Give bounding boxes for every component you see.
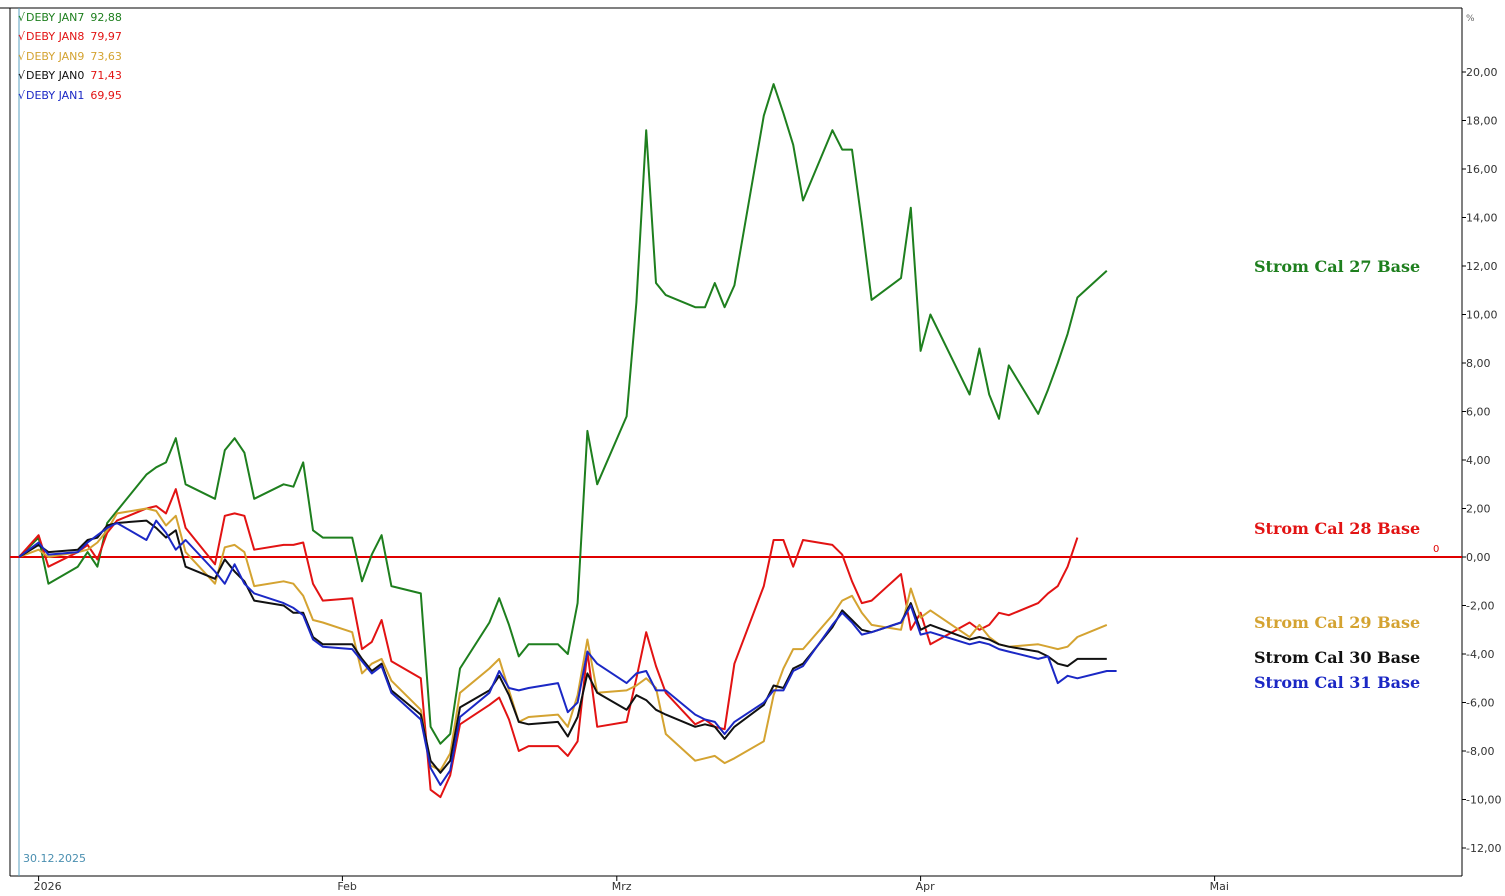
x-tick-label: Apr (916, 880, 936, 892)
series-label-cal27: Strom Cal 27 Base (1254, 257, 1421, 276)
series-line-4 (18, 519, 1117, 786)
y-tick-label: 18,00 (1466, 115, 1498, 128)
y-tick-label: 16,00 (1466, 163, 1498, 176)
y-tick-label: -8,00 (1466, 745, 1494, 758)
x-axis: 2026 Feb Mrz Apr Mai (34, 876, 1229, 893)
y-tick-label: -4,00 (1466, 648, 1494, 661)
series-label-cal31: Strom Cal 31 Base (1254, 673, 1421, 692)
y-tick-label: 4,00 (1466, 454, 1491, 467)
y-tick-label: 6,00 (1466, 406, 1491, 419)
legend-value: 92,88 (90, 11, 122, 24)
y-axis-unit: % (1466, 14, 1475, 24)
series-line-1 (18, 488, 1079, 799)
series-line-0 (18, 83, 1108, 745)
series-line-3 (18, 519, 1107, 774)
legend-item-jan7[interactable]: √DEBY JAN7 92,88 (18, 11, 122, 24)
y-tick-label: 14,00 (1466, 212, 1498, 225)
y-tick-label: 12,00 (1466, 260, 1498, 273)
series-label-cal29: Strom Cal 29 Base (1254, 613, 1421, 632)
legend-value: 79,97 (90, 30, 122, 43)
start-date-label: 30.12.2025 (23, 852, 86, 865)
legend-value: 69,95 (90, 89, 122, 102)
x-tick-label: Feb (337, 880, 356, 892)
zero-baseline-label: 0 (1433, 544, 1439, 555)
line-series-icon: √ (18, 50, 26, 63)
y-tick-label: -2,00 (1466, 600, 1494, 613)
series-label-cal30: Strom Cal 30 Base (1254, 648, 1421, 667)
legend-code: DEBY JAN9 (26, 50, 85, 63)
x-tick-label: 2026 (34, 880, 62, 892)
legend-item-jan0[interactable]: √DEBY JAN0 71,43 (18, 69, 122, 82)
series-lines (18, 83, 1117, 799)
y-tick-label: -10,00 (1466, 794, 1501, 807)
y-axis: 20,00 18,00 16,00 14,00 12,00 10,00 8,00 6,00 4,… (1462, 66, 1501, 855)
y-tick-label: 0,00 (1466, 551, 1491, 564)
line-series-icon: √ (18, 30, 26, 43)
y-tick-label: -6,00 (1466, 697, 1494, 710)
legend-value: 71,43 (90, 69, 122, 82)
series-label-cal28: Strom Cal 28 Base (1254, 519, 1421, 538)
y-tick-label: 20,00 (1466, 66, 1498, 79)
legend-item-jan8[interactable]: √DEBY JAN8 79,97 (18, 30, 122, 43)
legend-value: 73,63 (90, 50, 122, 63)
x-tick-label: Mai (1210, 880, 1229, 892)
y-tick-label: 8,00 (1466, 357, 1491, 370)
legend-code: DEBY JAN7 (26, 11, 85, 24)
line-series-icon: √ (18, 89, 26, 102)
line-series-icon: √ (18, 69, 26, 82)
legend-code: DEBY JAN0 (26, 69, 85, 82)
zero-baseline: 0 (10, 544, 1462, 558)
legend-item-jan9[interactable]: √DEBY JAN9 73,63 (18, 50, 122, 63)
plot-border (0, 7, 1463, 877)
legend-code: DEBY JAN1 (26, 89, 85, 102)
legend-code: DEBY JAN8 (26, 30, 85, 43)
y-tick-label: 10,00 (1466, 309, 1498, 322)
y-tick-label: -12,00 (1466, 842, 1501, 855)
legend-item-jan1[interactable]: √DEBY JAN1 69,95 (18, 89, 122, 102)
line-series-icon: √ (18, 11, 26, 24)
series-line-2 (18, 507, 1108, 772)
x-tick-label: Mrz (612, 880, 632, 892)
y-tick-label: 2,00 (1466, 503, 1491, 516)
